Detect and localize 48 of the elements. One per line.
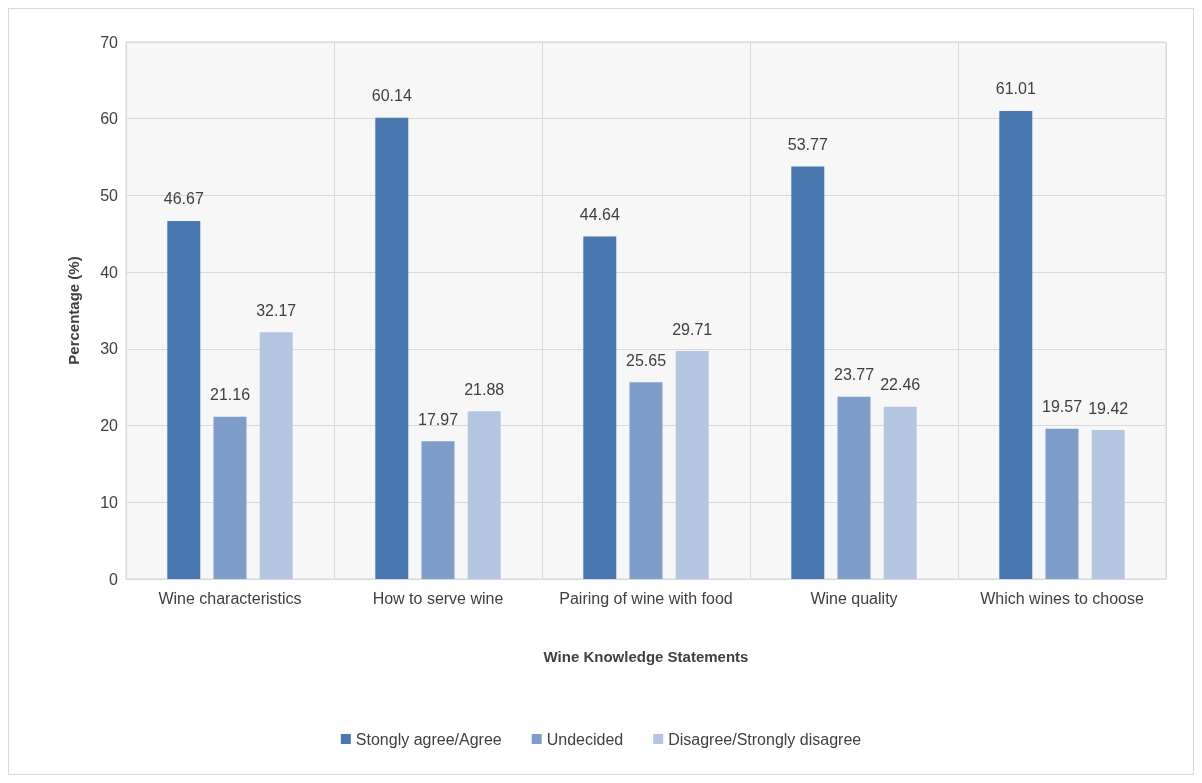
y-tick-label: 10 [100,493,119,511]
data-label: 17.97 [417,410,459,428]
y-tick-label: 40 [100,263,119,281]
data-label: 44.64 [579,206,620,224]
y-axis-title: Percentage (%) [65,256,82,365]
bar [675,351,709,579]
data-label: 29.71 [672,320,713,338]
bar [467,411,501,579]
bar [583,236,617,579]
bar [1045,428,1079,579]
data-label: 19.57 [1041,398,1083,416]
bar [837,396,871,579]
bar [259,332,293,579]
bar [375,117,409,579]
legend-label: Undecided [546,730,624,748]
bar [791,166,825,579]
bar [629,382,663,579]
data-label: 22.46 [880,376,921,394]
bar [999,110,1033,579]
data-label: 21.88 [464,380,505,398]
x-tick-label: How to serve wine [372,589,504,607]
y-tick-label: 0 [109,570,119,588]
bar [421,441,455,579]
x-tick-label: Wine quality [810,589,898,607]
data-label: 25.65 [625,351,667,369]
x-tick-label: Wine characteristics [158,589,302,607]
x-tick-label: Pairing of wine with food [559,589,733,607]
x-axis-title: Wine Knowledge Statements [543,648,749,665]
data-label: 32.17 [256,301,297,319]
y-tick-label: 70 [100,33,119,51]
legend-label: Stongly agree/Agree [355,730,502,748]
data-label: 53.77 [787,136,828,154]
data-label: 60.14 [371,87,412,105]
legend-label: Disagree/Strongly disagree [668,730,862,748]
data-label: 21.16 [209,386,251,404]
data-label: 23.77 [833,366,875,384]
data-label: 61.01 [995,80,1036,98]
bar [1091,430,1125,579]
y-tick-label: 20 [100,417,119,435]
y-tick-label: 50 [100,186,119,204]
x-tick-label: Which wines to choose [980,589,1144,607]
data-label: 46.67 [163,190,204,208]
y-tick-label: 60 [100,110,119,128]
data-label: 19.42 [1088,399,1129,417]
bar [213,416,247,579]
y-tick-label: 30 [100,340,119,358]
bar [167,220,201,579]
bar [883,406,917,579]
